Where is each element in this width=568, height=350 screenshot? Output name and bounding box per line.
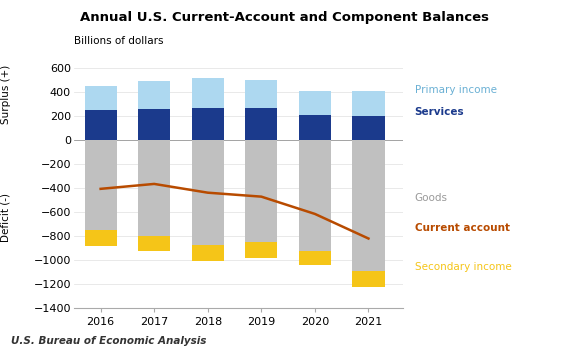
Text: Annual U.S. Current-Account and Component Balances: Annual U.S. Current-Account and Componen… bbox=[80, 10, 488, 23]
Bar bbox=[245, 79, 277, 108]
Bar bbox=[85, 140, 116, 230]
Bar bbox=[85, 110, 116, 140]
Text: Current account: Current account bbox=[415, 223, 509, 233]
Bar bbox=[299, 115, 331, 140]
Bar bbox=[191, 140, 224, 245]
Bar bbox=[85, 86, 116, 110]
Bar bbox=[352, 116, 385, 140]
Bar bbox=[299, 91, 331, 115]
Bar bbox=[245, 140, 277, 243]
Bar bbox=[191, 78, 224, 107]
Text: Surplus (+): Surplus (+) bbox=[1, 65, 11, 124]
Bar bbox=[352, 271, 385, 287]
Bar bbox=[352, 91, 385, 116]
Bar bbox=[299, 251, 331, 265]
Text: Services: Services bbox=[415, 107, 464, 117]
Bar bbox=[245, 108, 277, 140]
Text: Billions of dollars: Billions of dollars bbox=[74, 36, 164, 46]
Text: Goods: Goods bbox=[415, 193, 448, 203]
Bar bbox=[299, 140, 331, 251]
Bar bbox=[85, 230, 116, 246]
Bar bbox=[138, 236, 170, 251]
Bar bbox=[352, 140, 385, 271]
Text: Secondary income: Secondary income bbox=[415, 262, 511, 272]
Bar bbox=[245, 243, 277, 258]
Bar bbox=[138, 140, 170, 236]
Text: U.S. Bureau of Economic Analysis: U.S. Bureau of Economic Analysis bbox=[11, 336, 207, 346]
Text: Primary income: Primary income bbox=[415, 85, 496, 95]
Bar bbox=[138, 80, 170, 110]
Text: Deficit (-): Deficit (-) bbox=[1, 193, 11, 242]
Bar bbox=[191, 245, 224, 261]
Bar bbox=[191, 107, 224, 140]
Bar bbox=[138, 110, 170, 140]
